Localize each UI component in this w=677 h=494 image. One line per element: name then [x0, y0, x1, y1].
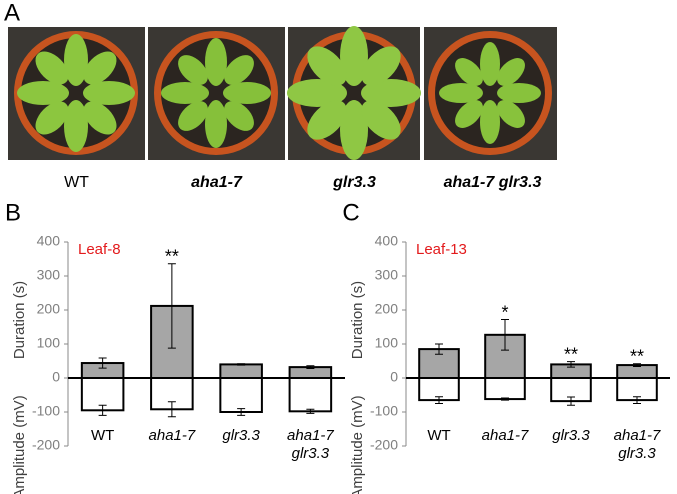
photo [148, 27, 285, 160]
panel-label: A [4, 0, 20, 26]
photo [287, 26, 421, 160]
significance: ** [165, 247, 179, 267]
bar [219, 363, 263, 379]
error-bar [306, 408, 315, 414]
photo-label: glr3.3 [333, 174, 376, 191]
y-tick-label: 300 [37, 267, 61, 283]
error-bar [237, 408, 246, 416]
photos [8, 26, 557, 160]
x-tick-label: aha1-7 [481, 427, 529, 444]
y-tick-label: 200 [37, 301, 61, 317]
error-bar [567, 396, 575, 406]
y-tick-label: -100 [370, 403, 398, 419]
y-axis-label: Amplitude (mV) [11, 395, 28, 494]
y-tick-label: 400 [375, 233, 399, 249]
error-bar [167, 401, 176, 418]
photo-label: aha1-7 glr3.3 [443, 174, 542, 191]
chart-title: Leaf-8 [78, 241, 121, 258]
photo [424, 27, 557, 160]
x-tick-label: aha1-7 [148, 427, 196, 444]
x-tick-label: aha1-7 glr3.3 [613, 427, 661, 462]
bar [219, 377, 263, 413]
error-bar [501, 397, 509, 401]
y-axis-label: Duration (s) [11, 281, 28, 359]
x-tick-label: WT [427, 427, 451, 444]
error-bar [435, 396, 443, 404]
error-bar [435, 343, 443, 355]
significance: ** [564, 344, 578, 364]
y-tick-label: 200 [375, 301, 399, 317]
y-tick-label: -200 [32, 437, 60, 453]
y-tick-label: 100 [375, 335, 399, 351]
bar [484, 377, 526, 401]
photo-label: WT [64, 174, 89, 191]
photo [8, 27, 145, 160]
error-bar [167, 263, 176, 349]
panel-label: B [5, 199, 21, 226]
bar [288, 377, 333, 413]
y-tick-label: 0 [390, 369, 398, 385]
y-tick-label: 300 [375, 267, 399, 283]
y-axis-label: Duration (s) [349, 281, 366, 359]
x-tick-label: aha1-7 glr3.3 [287, 427, 334, 462]
y-tick-label: 0 [52, 369, 60, 385]
error-bar [98, 404, 107, 416]
x-tick-label: glr3.3 [552, 427, 590, 444]
photo-label: aha1-7 [191, 174, 242, 191]
significance: ** [630, 346, 644, 366]
y-tick-label: 100 [37, 335, 61, 351]
error-bar [501, 319, 509, 351]
x-tick-label: glr3.3 [222, 427, 260, 444]
error-bar [237, 363, 246, 366]
error-bar [567, 361, 575, 368]
error-bar [633, 363, 641, 367]
error-bar [633, 396, 641, 404]
y-tick-label: -200 [370, 437, 398, 453]
error-bar [98, 357, 107, 369]
y-tick-label: -100 [32, 403, 60, 419]
y-tick-label: 400 [37, 233, 61, 249]
error-bar [306, 365, 315, 369]
significance: * [501, 302, 508, 322]
panel-label: C [342, 199, 359, 226]
chart-title: Leaf-13 [416, 241, 467, 258]
bar [616, 364, 658, 379]
y-axis-label: Amplitude (mV) [349, 395, 366, 494]
x-tick-label: WT [90, 427, 115, 444]
